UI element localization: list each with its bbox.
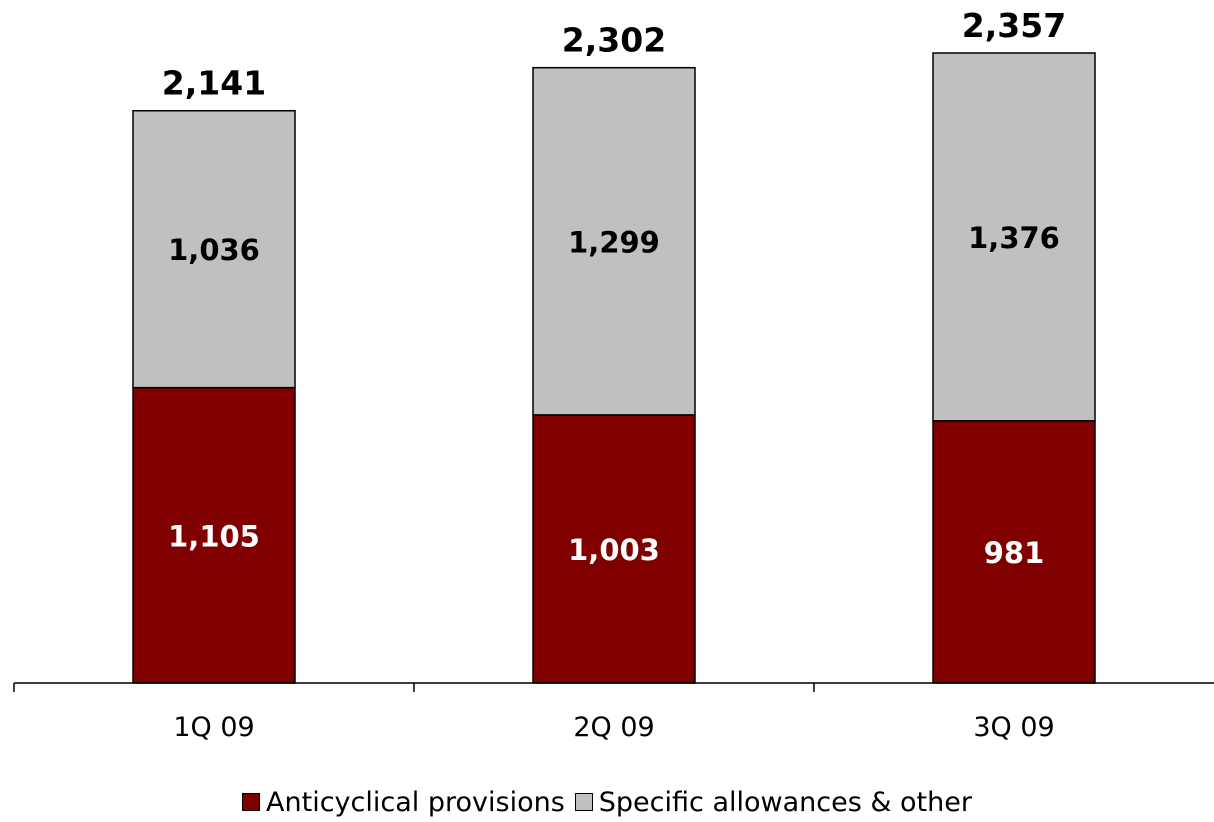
data-label-specific-2: 1,299 [568, 225, 660, 259]
legend-item-anticyclical: Anticyclical provisions [242, 787, 565, 818]
x-tick-label-3: 3Q 09 [973, 712, 1054, 743]
bar-segment-specific-2 [532, 66, 696, 416]
legend-swatch-anticyclical [242, 793, 261, 811]
stacked-bar-chart: 1,105 1,036 2,141 1Q 09 1,003 1,299 2,302 2Q 09… [13, 6, 1214, 743]
data-label-specific-1: 1,036 [168, 233, 260, 267]
x-tick-label-1: 1Q 09 [173, 712, 254, 743]
total-label-1: 2,141 [162, 64, 266, 103]
data-label-anticyclical-1: 1,105 [168, 519, 260, 553]
x-tick-label-2: 2Q 09 [573, 712, 654, 743]
legend-label-anticyclical: Anticyclical provisions [266, 786, 565, 818]
legend: Anticyclical provisions Specific allowan… [0, 782, 1214, 822]
legend-label-specific: Specific allowances & other [598, 786, 972, 818]
bar-segment-specific-3 [932, 52, 1096, 422]
total-label-2: 2,302 [562, 21, 666, 60]
data-label-anticyclical-2: 1,003 [568, 533, 660, 567]
legend-swatch-specific [574, 793, 593, 811]
legend-item-specific: Specific allowances & other [574, 786, 972, 818]
bar-segment-specific-1 [132, 109, 296, 389]
total-label-3: 2,357 [962, 6, 1066, 45]
bar-segment-anticyclical-3 [932, 420, 1096, 684]
data-label-anticyclical-3: 981 [984, 536, 1045, 570]
bar-segment-anticyclical-1 [132, 386, 296, 684]
data-label-specific-3: 1,376 [968, 221, 1060, 255]
